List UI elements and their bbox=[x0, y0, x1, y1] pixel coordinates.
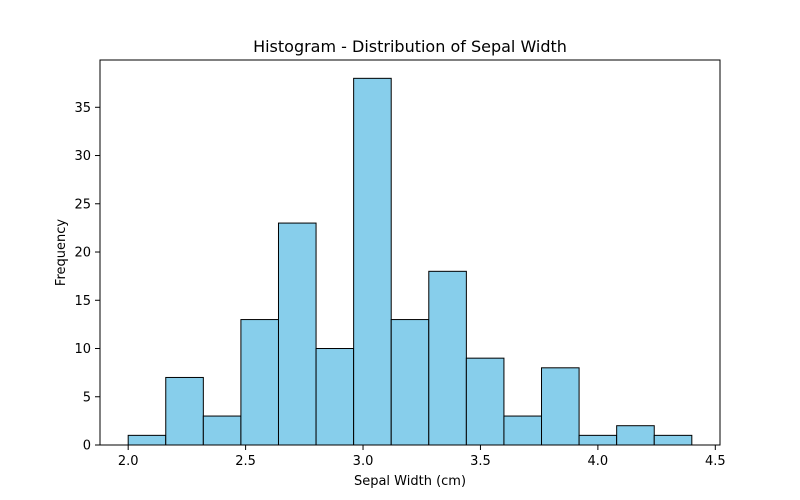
x-tick-label: 2.0 bbox=[118, 454, 139, 469]
bars-group bbox=[127, 77, 693, 446]
histogram-bar bbox=[653, 434, 693, 446]
histogram-bar bbox=[465, 357, 505, 446]
y-tick-label: 15 bbox=[74, 294, 91, 309]
y-axis-ticks: 0 5 10 15 20 25 30 35 bbox=[74, 101, 100, 454]
histogram-bar bbox=[315, 348, 355, 446]
histogram-bar bbox=[127, 434, 167, 446]
histogram-bar bbox=[165, 376, 204, 446]
histogram-bar bbox=[578, 434, 618, 446]
x-axis-label: Sepal Width (cm) bbox=[354, 474, 466, 489]
x-axis-ticks: 2.0 2.5 3.0 3.5 4.0 4.5 bbox=[118, 445, 726, 469]
chart-title: Histogram - Distribution of Sepal Width bbox=[253, 37, 567, 56]
y-tick-label: 30 bbox=[74, 149, 91, 164]
x-tick-label: 3.0 bbox=[353, 454, 374, 469]
histogram-bar bbox=[428, 270, 467, 446]
y-tick-label: 25 bbox=[74, 197, 91, 212]
y-axis-label: Frequency bbox=[54, 219, 69, 286]
histogram-bar bbox=[353, 77, 392, 446]
histogram-bar bbox=[541, 367, 580, 446]
histogram-bar bbox=[277, 222, 317, 446]
x-tick-label: 3.5 bbox=[470, 454, 491, 469]
y-tick-label: 35 bbox=[74, 101, 91, 116]
histogram-bar bbox=[202, 415, 242, 446]
histogram-bar bbox=[503, 415, 543, 446]
x-tick-label: 4.5 bbox=[705, 454, 726, 469]
y-tick-label: 5 bbox=[83, 390, 91, 405]
histogram-bar bbox=[616, 425, 655, 446]
y-tick-label: 0 bbox=[83, 439, 91, 454]
histogram-bar bbox=[390, 319, 430, 446]
x-tick-label: 2.5 bbox=[235, 454, 256, 469]
histogram-bar bbox=[240, 319, 279, 446]
y-tick-label: 20 bbox=[74, 246, 91, 261]
x-tick-label: 4.0 bbox=[588, 454, 609, 469]
y-tick-label: 10 bbox=[74, 342, 91, 357]
